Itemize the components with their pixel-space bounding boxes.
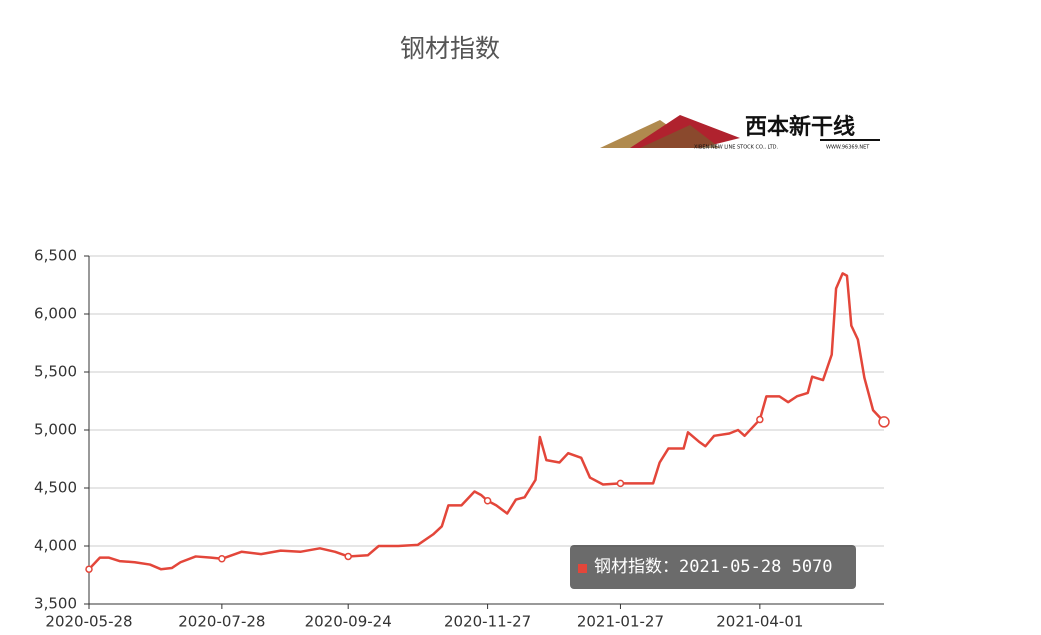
y-tick-label: 4,000 (34, 537, 77, 555)
point (85, 565, 93, 573)
tooltip: 钢材指数：2021-05-28 5070 (570, 545, 856, 589)
x-tick-label: 2020-07-28 (178, 613, 265, 631)
y-tick-label: 6,000 (34, 305, 77, 323)
point-highlight (878, 416, 890, 428)
logo-company: XIBEN NEW LINE STOCK CO., LTD. (694, 145, 779, 151)
x-tick-label: 2020-09-24 (305, 613, 392, 631)
y-tick-label: 5,000 (34, 421, 77, 439)
point (483, 497, 492, 505)
logo-url: WWW.96369.NET (826, 145, 870, 151)
y-tick-label: 6,500 (34, 247, 77, 265)
logo-name: 西本新干线 (745, 114, 855, 140)
y-tick-label: 3,500 (34, 595, 77, 613)
series-line (88, 272, 885, 571)
x-tick-label: 2021-04-01 (716, 613, 803, 631)
point (218, 555, 226, 563)
x-tick-label: 2021-01-27 (577, 613, 664, 631)
chart-title: 钢材指数 (400, 34, 500, 63)
point (616, 479, 625, 488)
point (344, 552, 352, 561)
x-tick-label: 2020-11-27 (444, 613, 531, 631)
x-tick-label: 2020-05-28 (45, 613, 132, 631)
y-tick-label: 4,500 (34, 479, 77, 497)
point (756, 415, 764, 424)
logo: 西本新干线 XIBEN NEW LINE STOCK CO., LTD. WWW… (600, 114, 880, 151)
y-tick-label: 5,500 (34, 363, 77, 381)
